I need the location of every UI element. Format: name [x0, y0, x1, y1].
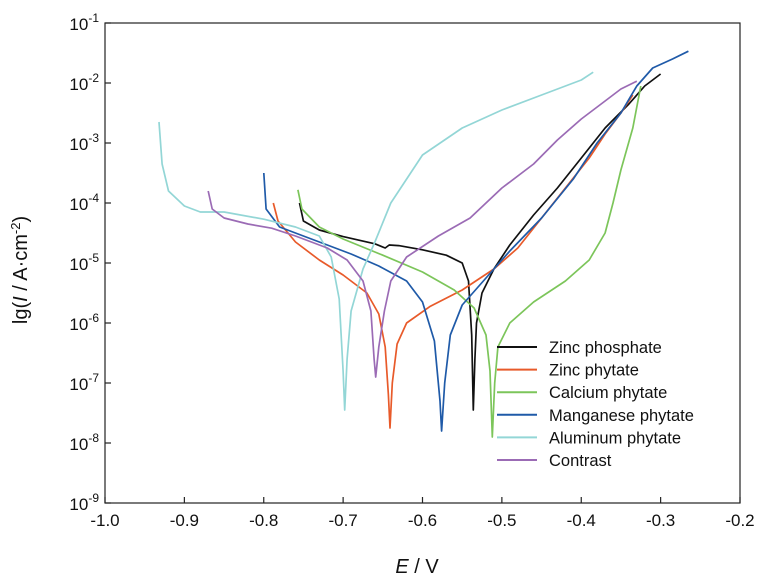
legend: Zinc phosphate Zinc phytate Calcium phytat… [497, 339, 694, 470]
y-tick-label: 10-8 [69, 431, 99, 454]
series-line-contrast [207, 80, 638, 378]
legend-label-aluminum-phytate: Aluminum phytate [549, 429, 681, 447]
legend-label-contrast: Contrast [549, 452, 612, 470]
legend-label-manganese-phytate: Manganese phytate [549, 407, 694, 425]
x-tick-label: -1.0 [90, 511, 119, 530]
series-line-manganese-phytate [262, 50, 689, 432]
x-tick-label: -0.6 [408, 511, 437, 530]
y-tick-label: 10-1 [69, 11, 99, 34]
x-tick-label: -0.4 [567, 511, 596, 530]
y-tick-label: 10-5 [69, 251, 99, 274]
y-tick-label: 10-4 [69, 191, 99, 214]
legend-label-zinc-phosphate: Zinc phosphate [549, 339, 662, 357]
x-tick-label: -0.2 [725, 511, 754, 530]
y-tick-label: 10-9 [69, 491, 99, 514]
y-axis-title: lg(I / A·cm-2) [8, 216, 32, 324]
x-tick-label: -0.8 [249, 511, 278, 530]
x-tick-label: -0.9 [170, 511, 199, 530]
y-axis-ticks: 10-9 10-8 10-7 10-6 10-5 10-4 10-3 10-2 10-1 [69, 11, 111, 514]
legend-label-zinc-phytate: Zinc phytate [549, 362, 639, 380]
x-tick-label: -0.7 [328, 511, 357, 530]
legend-label-calcium-phytate: Calcium phytate [549, 384, 667, 402]
y-tick-label: 10-2 [69, 71, 99, 94]
y-tick-label: 10-3 [69, 131, 99, 154]
series-lines [158, 50, 689, 438]
series-line-calcium-phytate [297, 85, 642, 438]
y-tick-label: 10-7 [69, 371, 99, 394]
series-line-aluminum-phytate [158, 71, 594, 411]
series-line-zinc-phosphate [298, 73, 662, 411]
y-tick-label: 10-6 [69, 311, 99, 334]
x-axis-ticks: -1.0 -0.9 -0.8 -0.7 -0.6 -0.5 -0.4 -0.3 -0.2 [90, 497, 755, 530]
x-tick-label: -0.5 [487, 511, 516, 530]
x-axis-title: E / V [395, 556, 439, 578]
x-tick-label: -0.3 [646, 511, 675, 530]
